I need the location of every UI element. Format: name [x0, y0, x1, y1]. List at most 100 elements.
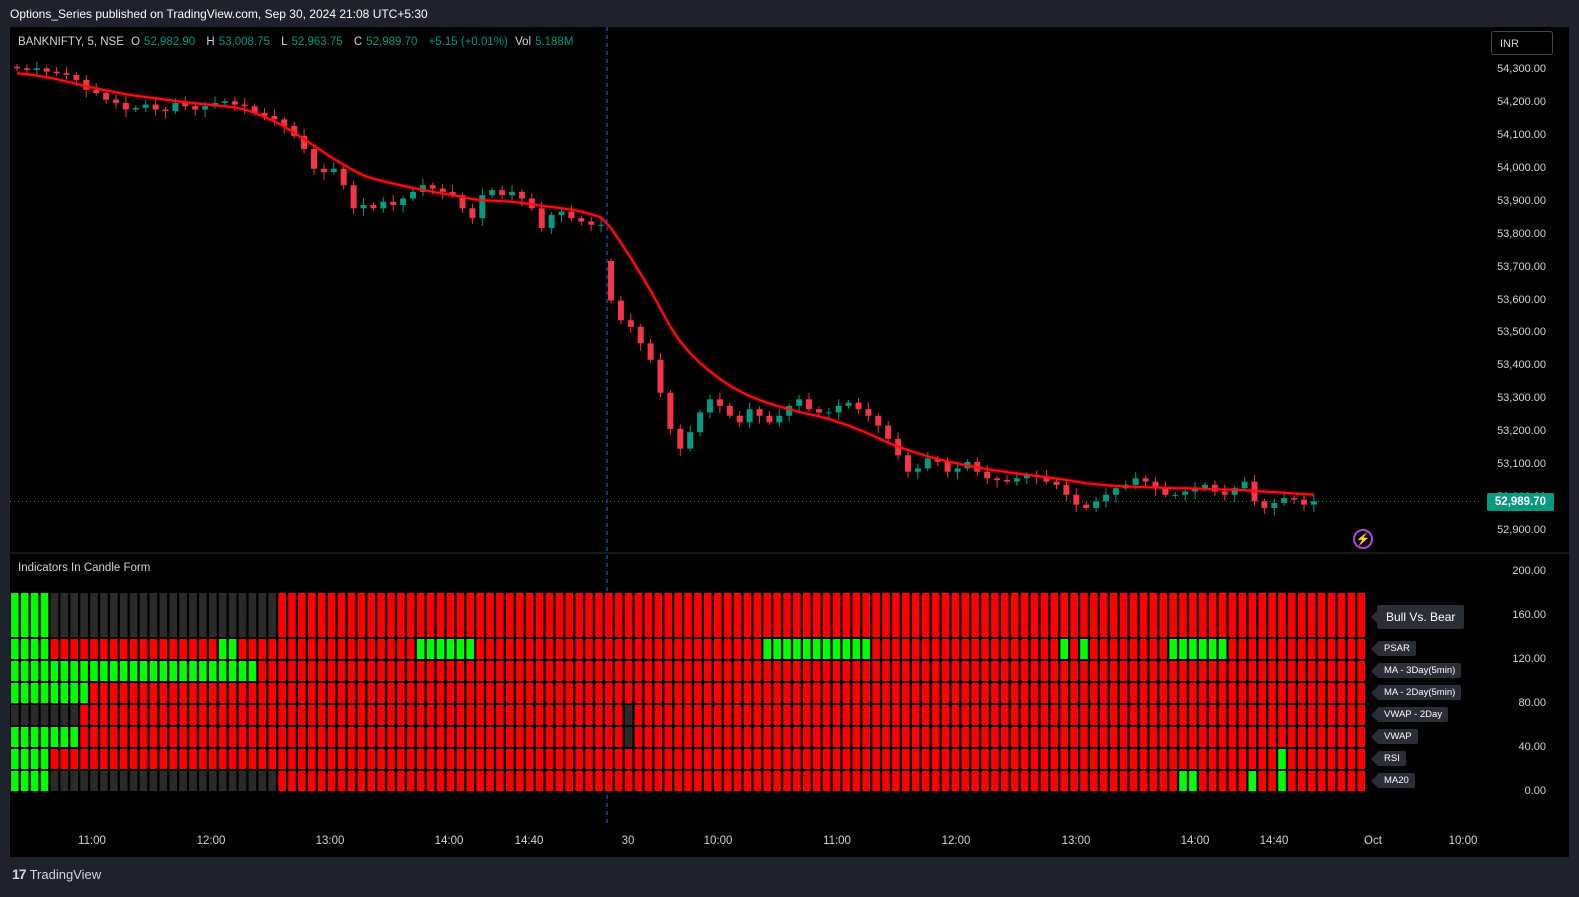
- indicator-cell: [209, 705, 217, 725]
- indicator-cell: [159, 639, 168, 659]
- indicator-cell: [1060, 593, 1068, 637]
- indicator-pane-title[interactable]: Indicators In Candle Form: [18, 562, 151, 574]
- indicator-cell: [1119, 705, 1128, 725]
- indicator-cell: [426, 593, 435, 637]
- indicator-cell: [644, 771, 653, 791]
- indicator-cell: [783, 661, 791, 681]
- indicator-cell: [1317, 639, 1326, 659]
- candle: [538, 208, 545, 229]
- candle: [202, 106, 209, 110]
- indicator-cell: [793, 749, 801, 769]
- indicator-cell: [1129, 683, 1138, 703]
- indicator-cell: [1060, 683, 1068, 703]
- indicator-cell: [110, 705, 118, 725]
- lightning-icon[interactable]: ⚡: [1353, 529, 1373, 549]
- candle: [548, 214, 555, 229]
- candle: [1281, 498, 1288, 504]
- candle: [1112, 488, 1119, 495]
- indicator-axis-tick: 0.00: [1524, 785, 1546, 797]
- chart-area[interactable]: BANKNIFTY, 5, NSE O 52,982.90 H 53,008.75 …: [10, 27, 1569, 857]
- indicator-cell: [1347, 749, 1356, 769]
- indicator-cell: [783, 639, 791, 659]
- indicator-cell: [407, 771, 415, 791]
- symbol-label[interactable]: BANKNIFTY, 5, NSE: [18, 36, 124, 48]
- currency-button[interactable]: INR: [1491, 31, 1553, 55]
- indicator-cell: [1030, 683, 1039, 703]
- indicator-cell: [902, 683, 910, 703]
- indicator-cell: [1149, 749, 1158, 769]
- indicator-cell: [575, 661, 583, 681]
- indicator-cell: [515, 593, 524, 637]
- indicator-cell: [258, 661, 267, 681]
- indicator-cell: [624, 683, 633, 703]
- indicator-cell: [327, 749, 336, 769]
- indicator-cell: [624, 749, 633, 769]
- indicator-cell: [40, 705, 49, 725]
- indicator-cell: [644, 639, 653, 659]
- indicator-cell: [1228, 749, 1237, 769]
- indicator-cell: [1179, 749, 1187, 769]
- price-tick: 53,500.00: [1497, 326, 1546, 339]
- indicator-cell: [218, 683, 227, 703]
- indicator-cell: [624, 705, 633, 725]
- indicator-cell: [179, 639, 187, 659]
- indicator-cell: [1327, 727, 1336, 747]
- indicator-cell: [337, 683, 346, 703]
- candle: [419, 185, 426, 192]
- indicator-cell: [1109, 771, 1118, 791]
- indicator-cell: [1001, 705, 1009, 725]
- indicator-cell: [387, 683, 395, 703]
- indicator-cell: [743, 705, 752, 725]
- candle: [1241, 481, 1248, 489]
- indicator-label: MA20: [1371, 773, 1415, 788]
- indicator-cell: [614, 771, 623, 791]
- indicator-cell: [1050, 593, 1059, 637]
- indicator-cell: [1258, 771, 1266, 791]
- indicator-cell: [545, 683, 554, 703]
- indicator-cell: [1100, 705, 1108, 725]
- candle: [281, 119, 288, 126]
- indicator-cell: [30, 771, 39, 791]
- candle: [271, 116, 278, 120]
- indicator-cell: [1268, 683, 1276, 703]
- low-value: 52,963.75: [291, 36, 343, 48]
- indicator-cell: [1070, 727, 1078, 747]
- indicator-cell: [139, 771, 148, 791]
- indicator-cell: [921, 639, 930, 659]
- indicator-cell: [446, 727, 455, 747]
- time-tick: 14:40: [1259, 835, 1289, 847]
- indicator-cell: [357, 771, 366, 791]
- indicator-cell: [654, 705, 663, 725]
- indicator-cell: [1327, 749, 1336, 769]
- candle: [83, 79, 90, 90]
- tradingview-logo[interactable]: 17 TradingView: [12, 866, 101, 882]
- indicator-cell: [1347, 727, 1356, 747]
- indicator-cell: [70, 705, 78, 725]
- indicator-cell: [288, 771, 296, 791]
- indicator-cell: [902, 771, 910, 791]
- candle: [994, 478, 1001, 480]
- indicator-cell: [1278, 593, 1286, 637]
- indicator-cell: [1179, 771, 1187, 791]
- indicator-cell: [288, 705, 296, 725]
- indicator-cell: [397, 749, 405, 769]
- indicator-cell: [129, 771, 138, 791]
- indicator-cell: [911, 705, 920, 725]
- indicator-cell: [1228, 639, 1237, 659]
- chart-canvas[interactable]: [10, 27, 1569, 857]
- indicator-cell: [892, 771, 900, 791]
- indicator-cell: [753, 661, 762, 681]
- indicator-cell: [694, 683, 702, 703]
- indicator-cell: [476, 771, 484, 791]
- indicator-cell: [515, 661, 524, 681]
- candle: [875, 415, 882, 426]
- indicator-cell: [238, 683, 247, 703]
- indicator-cell: [555, 683, 564, 703]
- indicator-cell: [496, 661, 504, 681]
- indicator-cell: [357, 705, 366, 725]
- indicator-cell: [1149, 593, 1158, 637]
- indicator-cell: [1070, 683, 1078, 703]
- indicator-cell: [1179, 639, 1187, 659]
- indicator-cell: [654, 727, 663, 747]
- indicator-cell: [258, 593, 267, 637]
